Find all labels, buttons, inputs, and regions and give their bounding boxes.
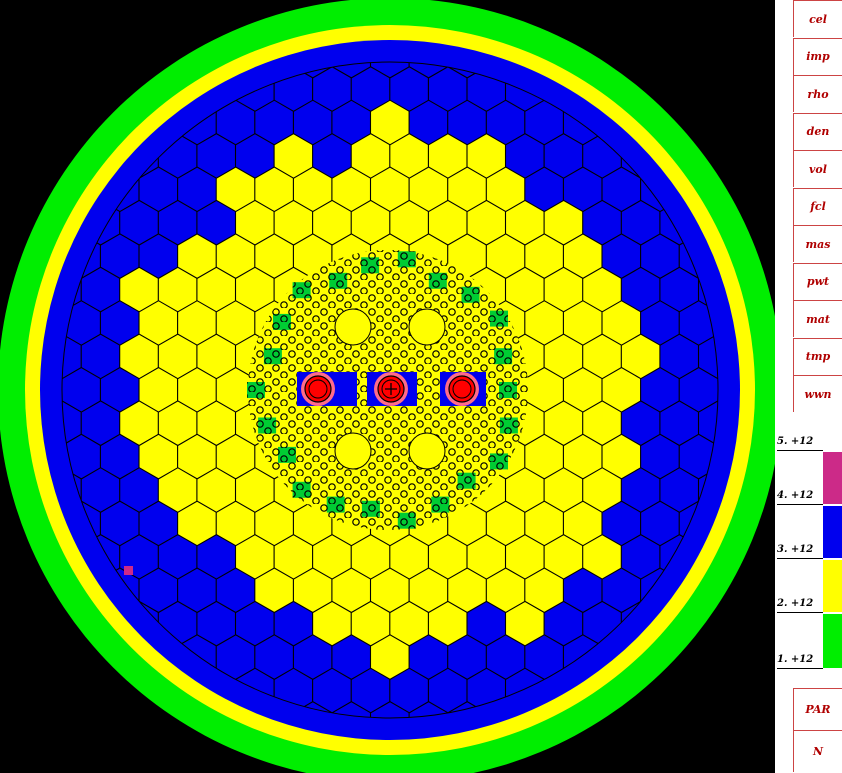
rod-hole xyxy=(408,308,446,346)
color-legend: 5. +12 4. +12 3. +12 2. +12 1. +12 xyxy=(775,436,842,670)
legend-swatch xyxy=(823,614,842,668)
core-boundary-circle xyxy=(61,61,719,719)
rod-hole xyxy=(334,432,372,470)
menu-button-fcl[interactable]: fcl xyxy=(793,187,842,225)
green-fine-cell xyxy=(428,272,447,289)
green-fine-cell xyxy=(247,382,265,398)
legend-tick-line xyxy=(777,504,823,505)
green-fine-cell xyxy=(461,286,480,303)
menu-button-mat[interactable]: mat xyxy=(793,300,842,337)
assembly-hex xyxy=(331,700,372,718)
legend-tick-label: 1. +12 xyxy=(777,654,814,665)
rod-hole xyxy=(334,308,372,346)
reactor-core-plot[interactable] xyxy=(0,0,775,773)
green-fine-cell xyxy=(292,282,311,299)
legend-tick-line xyxy=(777,450,823,451)
green-fine-cell xyxy=(263,348,282,365)
assembly-hex xyxy=(369,700,411,718)
green-fine-cell xyxy=(457,472,476,489)
field-menu: cel imp rho den vol fcl mas pwt mat tmp wwn xyxy=(793,0,842,420)
legend-tick-label: 3. +12 xyxy=(777,544,814,555)
green-fine-cell xyxy=(397,512,416,529)
crosshair-icon xyxy=(385,383,397,395)
green-fine-cell xyxy=(499,382,517,398)
menu-button-pwt[interactable]: pwt xyxy=(793,262,842,300)
green-fine-cell xyxy=(397,251,416,268)
green-fine-cell xyxy=(499,417,518,434)
green-fine-cell xyxy=(361,257,380,274)
bottom-menu-button-par[interactable]: PAR xyxy=(793,688,842,730)
menu-button-wwn[interactable]: wwn xyxy=(793,375,842,412)
green-fine-cell xyxy=(431,496,450,513)
menu-button-mas[interactable]: mas xyxy=(793,225,842,262)
geometry-plot-area[interactable] xyxy=(0,0,775,773)
legend-tick-line xyxy=(777,558,823,559)
legend-tick-label: 5. +12 xyxy=(777,436,814,447)
menu-button-rho[interactable]: rho xyxy=(793,75,842,112)
green-fine-cell xyxy=(490,453,508,470)
legend-swatch xyxy=(823,506,842,558)
rod-hole xyxy=(408,432,446,470)
legend-tick-label: 4. +12 xyxy=(777,490,814,501)
large-rod-holes xyxy=(334,308,446,470)
assembly-hex xyxy=(408,700,449,718)
legend-tick-line xyxy=(777,612,823,613)
green-fine-cell xyxy=(490,310,508,327)
green-fine-cell xyxy=(292,481,311,498)
control-rod-inner-ring xyxy=(308,379,328,399)
control-rods xyxy=(297,372,486,406)
control-rod-inner-ring xyxy=(452,379,472,399)
green-fine-spots xyxy=(247,251,518,529)
legend-swatch xyxy=(823,452,842,504)
menu-button-den[interactable]: den xyxy=(793,112,842,150)
green-fine-cell xyxy=(326,496,345,513)
legend-swatch xyxy=(823,560,842,612)
legend-tick-label: 2. +12 xyxy=(777,598,814,609)
menu-button-tmp[interactable]: tmp xyxy=(793,337,842,375)
bottom-menu-button-n[interactable]: N xyxy=(793,730,842,772)
control-rod-inner-ring xyxy=(381,379,401,399)
green-fine-cell xyxy=(258,417,277,434)
green-fine-cell xyxy=(273,313,291,330)
menu-button-imp[interactable]: imp xyxy=(793,37,842,75)
green-fine-cell xyxy=(278,446,296,463)
menu-button-cel[interactable]: cel xyxy=(793,0,842,37)
green-fine-cell xyxy=(329,272,348,289)
bottom-menu: PAR N xyxy=(793,688,842,773)
green-fine-cell xyxy=(361,500,380,517)
legend-tick-line xyxy=(777,668,823,669)
magenta-cell xyxy=(124,566,133,575)
menu-button-vol[interactable]: vol xyxy=(793,150,842,187)
green-fine-cell xyxy=(494,348,513,365)
